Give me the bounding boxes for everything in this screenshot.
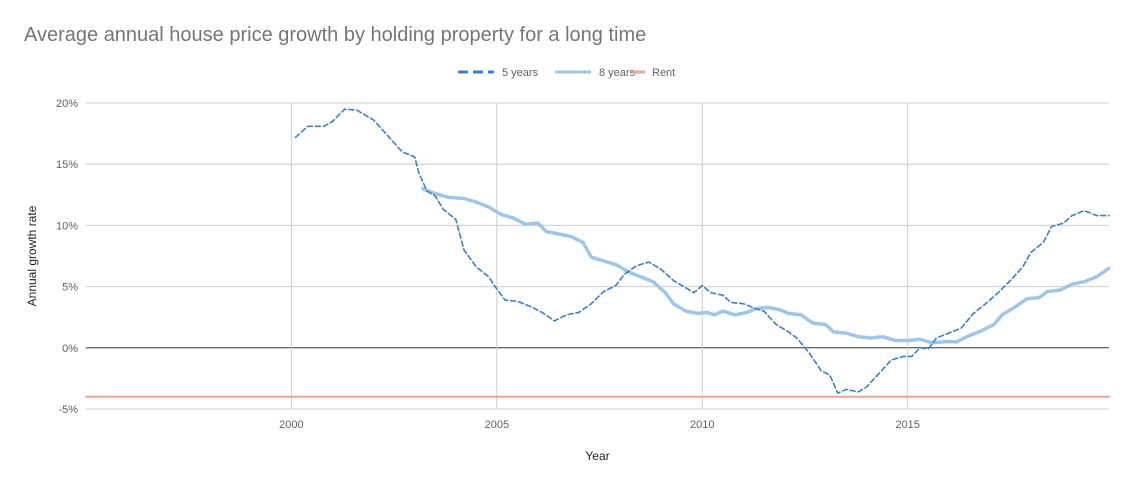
y-axis-title: Annual growth rate xyxy=(25,205,39,306)
y-axis: -5% 0% 5% 10% 15% 20% xyxy=(56,98,78,416)
y-tick-label: 0% xyxy=(62,343,78,355)
y-tick-label: 10% xyxy=(56,220,78,232)
x-axis-title: Year xyxy=(585,449,609,463)
x-tick-label: 2000 xyxy=(279,419,303,431)
x-tick-label: 2015 xyxy=(895,419,919,431)
legend-label-5-years: 5 years xyxy=(502,67,539,79)
series-line-5-years xyxy=(294,108,1110,394)
legend: 5 years 8 years Rent xyxy=(458,67,675,79)
x-tick-label: 2005 xyxy=(485,419,509,431)
x-tick-label: 2010 xyxy=(690,419,714,431)
y-tick-label: -5% xyxy=(58,404,78,416)
series-line-8-years xyxy=(421,186,1111,345)
y-tick-label: 20% xyxy=(56,98,78,110)
legend-label-8-years: 8 years xyxy=(599,67,636,79)
legend-label-rent: Rent xyxy=(652,67,675,79)
x-axis: 2000 2005 2010 2015 xyxy=(279,419,920,431)
gridlines xyxy=(86,102,1109,410)
chart-title: Average annual house price growth by hol… xyxy=(24,24,647,46)
y-tick-label: 5% xyxy=(62,282,78,294)
series-layer xyxy=(85,108,1111,398)
y-tick-label: 15% xyxy=(56,159,78,171)
